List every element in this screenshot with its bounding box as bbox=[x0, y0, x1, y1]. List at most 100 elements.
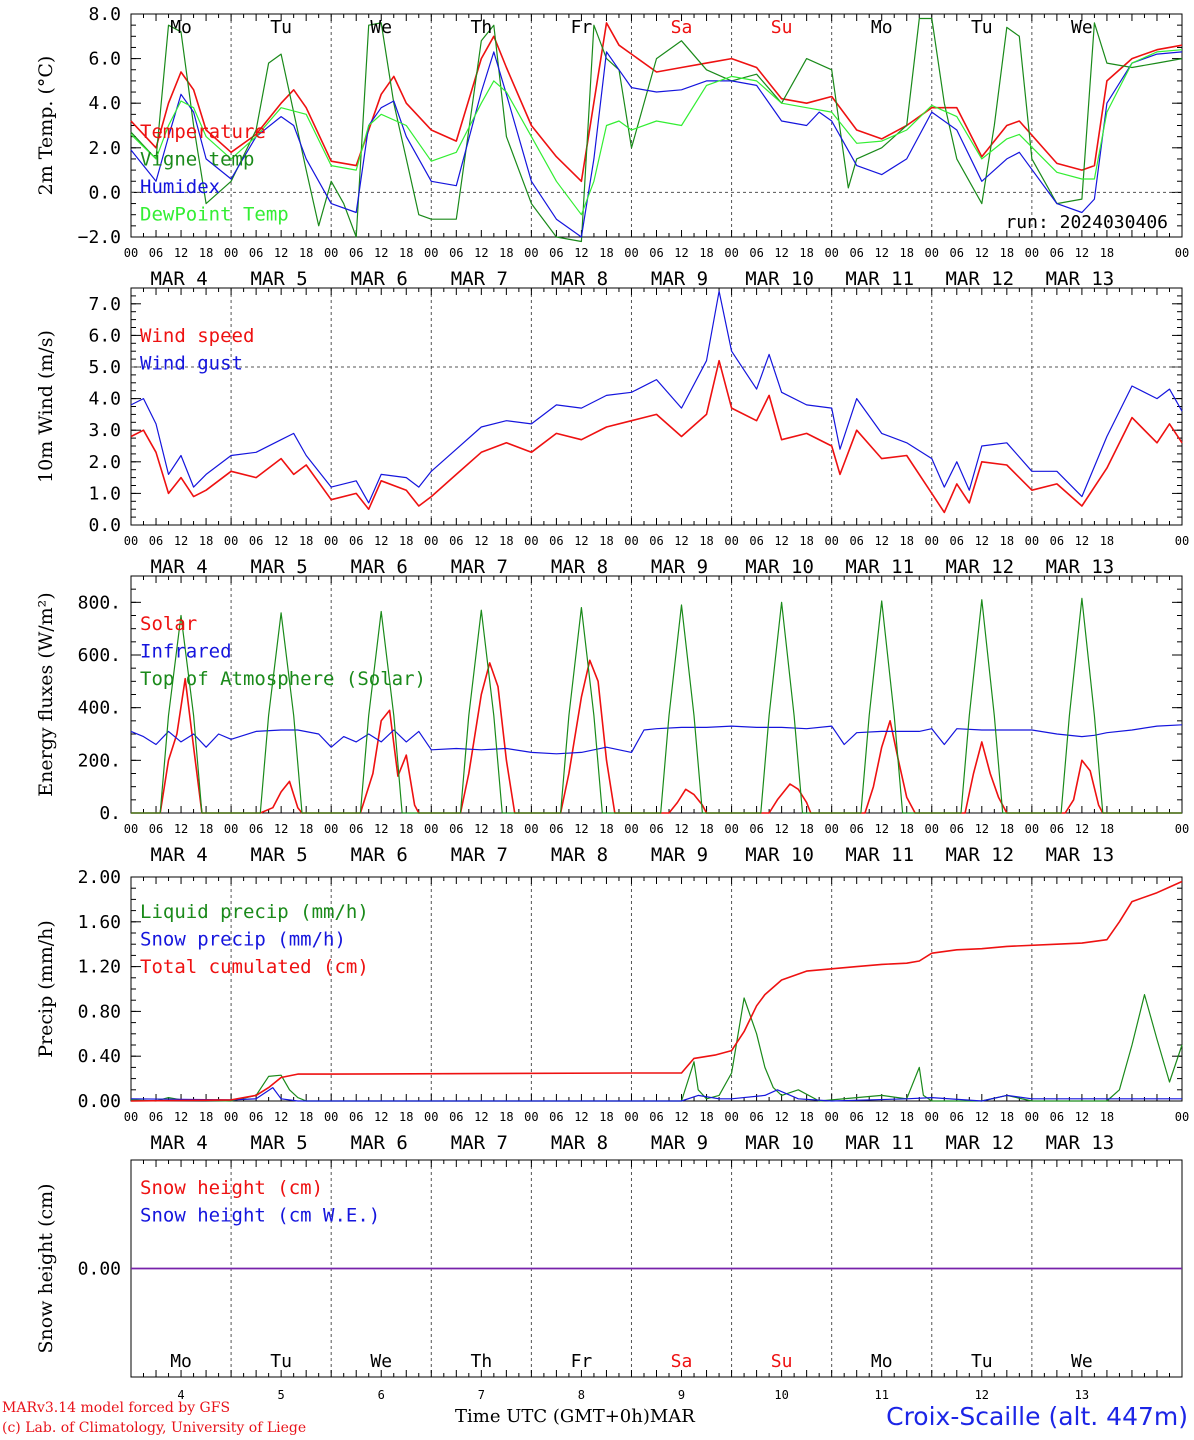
hour-tick-label: 18 bbox=[1100, 534, 1114, 548]
hour-tick-label: 12 bbox=[574, 1110, 588, 1124]
hour-tick-label: 12 bbox=[474, 246, 488, 260]
hour-tick-label: 06 bbox=[649, 246, 663, 260]
date-number-label: 5 bbox=[278, 1388, 285, 1402]
hour-tick-label: 06 bbox=[149, 822, 163, 836]
weekday-label: Mo bbox=[871, 1351, 893, 1372]
hour-tick-label: 18 bbox=[499, 1110, 513, 1124]
weekday-label: Mo bbox=[871, 17, 893, 38]
y-axis-label: 2m Temp. (°C) bbox=[35, 56, 57, 196]
y-axis-label: 10m Wind (m/s) bbox=[35, 330, 57, 483]
date-label: MAR 10 bbox=[745, 1132, 814, 1154]
hour-tick-label: 00 bbox=[324, 822, 338, 836]
hour-tick-label: 06 bbox=[849, 1110, 863, 1124]
date-label: MAR 7 bbox=[451, 268, 508, 290]
legend-top-of-atmosphere-solar-: Top of Atmosphere (Solar) bbox=[140, 668, 426, 690]
time-axis-label: Time UTC (GMT+0h) bbox=[455, 1406, 650, 1427]
legend-snow-height-cm-w-e-: Snow height (cm W.E.) bbox=[140, 1205, 380, 1227]
hour-tick-label: 00 bbox=[524, 246, 538, 260]
hour-tick-label: 00 bbox=[624, 1110, 638, 1124]
y-tick-label: 2.0 bbox=[88, 138, 121, 159]
hour-tick-label: 00 bbox=[324, 246, 338, 260]
hour-tick-label: 18 bbox=[1100, 1110, 1114, 1124]
y-tick-label: 0. bbox=[99, 803, 121, 824]
series-line-solar bbox=[131, 659, 1182, 814]
series-line-humidex bbox=[130, 51, 1183, 238]
hour-tick-label: 06 bbox=[549, 1110, 563, 1124]
date-label: MAR 4 bbox=[150, 268, 207, 290]
hour-tick-label: 06 bbox=[1050, 822, 1064, 836]
y-tick-label: 6.0 bbox=[88, 49, 121, 70]
series-line-liquid-precip-mm-h- bbox=[130, 993, 1183, 1102]
date-label: MAR 12 bbox=[945, 844, 1014, 866]
hour-tick-label: 00 bbox=[324, 534, 338, 548]
date-label: MAR 4 bbox=[150, 1132, 207, 1154]
date-label: MAR 7 bbox=[451, 1132, 508, 1154]
weekday-label: Sa bbox=[671, 17, 693, 38]
y-tick-label: 0.80 bbox=[78, 1001, 121, 1022]
date-label: MAR 13 bbox=[1046, 556, 1115, 578]
hour-tick-label: 06 bbox=[149, 1110, 163, 1124]
hour-tick-label: 00 bbox=[124, 822, 138, 836]
hour-tick-label: 06 bbox=[1050, 1110, 1064, 1124]
hour-tick-label: 06 bbox=[549, 246, 563, 260]
run-annotation: run: 2024030406 bbox=[1005, 212, 1168, 233]
y-tick-label: 0.00 bbox=[78, 1259, 121, 1280]
hour-tick-label: 18 bbox=[399, 822, 413, 836]
date-label: MAR 11 bbox=[845, 844, 914, 866]
y-tick-label: 3.0 bbox=[88, 420, 121, 441]
hour-tick-label: 06 bbox=[649, 534, 663, 548]
series-line-vigne-temp bbox=[130, 17, 1183, 243]
hour-tick-label: 12 bbox=[374, 1110, 388, 1124]
legend-temperature: Temperature bbox=[140, 121, 266, 143]
panel-snow: 0.00 Snow height (cm) Snow height (cm) Snow… bbox=[35, 1159, 1183, 1402]
weekday-label: Tu bbox=[971, 17, 993, 38]
hour-tick-label: 06 bbox=[449, 1110, 463, 1124]
hour-tick-label: 00 bbox=[925, 246, 939, 260]
hour-tick-label: 12 bbox=[774, 822, 788, 836]
hour-tick-label: 06 bbox=[950, 246, 964, 260]
hour-tick-label: 18 bbox=[900, 534, 914, 548]
hour-tick-label: 18 bbox=[699, 246, 713, 260]
hour-tick-label: 06 bbox=[549, 822, 563, 836]
hour-tick-label: 18 bbox=[299, 822, 313, 836]
date-label: MAR 9 bbox=[651, 844, 708, 866]
weekday-label: Th bbox=[470, 1351, 492, 1372]
hour-tick-label: 00 bbox=[1175, 246, 1189, 260]
hour-tick-label: 12 bbox=[274, 822, 288, 836]
hour-tick-label: 18 bbox=[399, 1110, 413, 1124]
panel-energy: 0. 200. 400. 600. 800. Energy fluxes (W/m²) So… bbox=[35, 575, 1189, 866]
hour-tick-label: 06 bbox=[849, 534, 863, 548]
date-label: MAR 11 bbox=[845, 268, 914, 290]
date-number-label: 12 bbox=[975, 1388, 989, 1402]
date-label: MAR 4 bbox=[150, 556, 207, 578]
legend-vigne-temp: Vigne temp bbox=[140, 149, 254, 171]
weekday-label: Tu bbox=[270, 17, 292, 38]
date-label: MAR 11 bbox=[845, 1132, 914, 1154]
time-axis-month: MAR bbox=[649, 1406, 695, 1427]
legend-humidex: Humidex bbox=[140, 176, 220, 198]
hour-tick-label: 12 bbox=[374, 246, 388, 260]
date-label: MAR 9 bbox=[651, 1132, 708, 1154]
date-label: MAR 13 bbox=[1046, 1132, 1115, 1154]
hour-tick-label: 06 bbox=[950, 822, 964, 836]
hour-tick-label: 06 bbox=[849, 246, 863, 260]
date-label: MAR 9 bbox=[651, 268, 708, 290]
series-line-infrared bbox=[130, 724, 1183, 755]
date-label: MAR 6 bbox=[351, 268, 408, 290]
y-tick-label: 600. bbox=[78, 645, 121, 666]
date-label: MAR 8 bbox=[551, 844, 608, 866]
date-label: MAR 6 bbox=[351, 844, 408, 866]
hour-tick-label: 18 bbox=[1100, 246, 1114, 260]
hour-tick-label: 18 bbox=[699, 534, 713, 548]
hour-tick-label: 00 bbox=[1025, 1110, 1039, 1124]
date-label: MAR 4 bbox=[150, 844, 207, 866]
hour-tick-label: 12 bbox=[874, 534, 888, 548]
hour-tick-label: 18 bbox=[599, 822, 613, 836]
hour-tick-label: 12 bbox=[674, 534, 688, 548]
hour-tick-label: 06 bbox=[149, 246, 163, 260]
hour-tick-label: 18 bbox=[599, 246, 613, 260]
date-label: MAR 5 bbox=[251, 268, 308, 290]
date-label: MAR 8 bbox=[551, 556, 608, 578]
date-label: MAR 12 bbox=[945, 556, 1014, 578]
hour-tick-label: 12 bbox=[975, 246, 989, 260]
